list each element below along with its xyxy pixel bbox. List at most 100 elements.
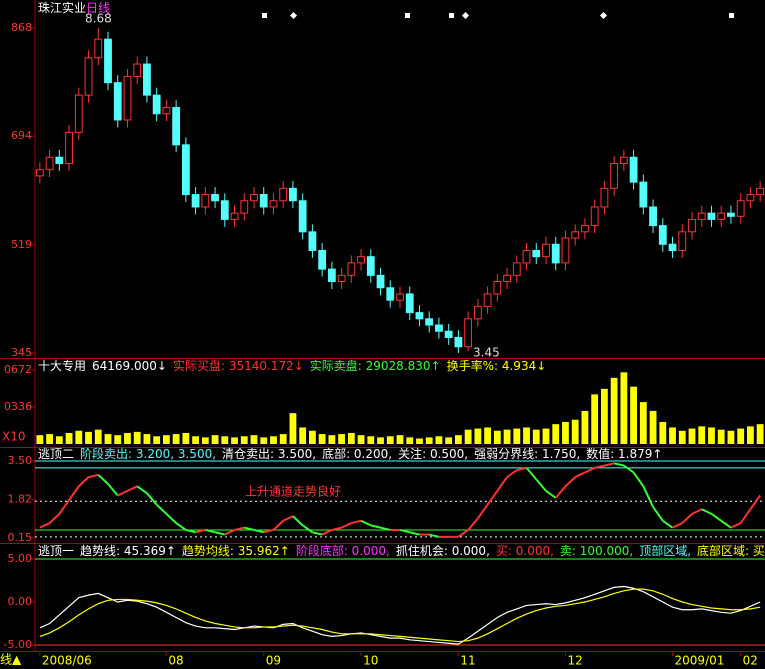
candle-body	[522, 249, 531, 264]
candle-body	[211, 194, 219, 202]
volume-bar	[46, 434, 54, 444]
candle-body	[327, 268, 336, 283]
candle-body	[133, 63, 142, 77]
indicator-segment	[564, 476, 576, 488]
legend-entry: 阶段卖出: 3.200, 3.500,	[80, 446, 216, 461]
volume-bar	[737, 428, 745, 444]
volume-bar	[600, 388, 608, 444]
volume-unit: X10	[2, 430, 26, 444]
candle-body	[191, 194, 200, 208]
volume-bar	[153, 436, 161, 444]
indicator-segment	[360, 519, 372, 527]
volume-bar	[678, 430, 686, 444]
indicator-segment	[312, 531, 323, 536]
y-tick-label: 3.50	[8, 454, 33, 467]
y-tick-label: 5.00	[8, 552, 33, 565]
indicator-segment	[195, 528, 206, 534]
candle-body	[736, 200, 745, 217]
y-tick-label: 0.00	[8, 595, 33, 608]
volume-bar	[270, 436, 277, 444]
indicator-segment	[545, 490, 557, 499]
volume-bar	[65, 432, 73, 444]
volume-bar	[192, 436, 200, 444]
indicator-segment	[662, 519, 674, 529]
candle-body	[84, 57, 93, 96]
indicator-segment	[749, 494, 761, 510]
low-annotation: 3.45	[473, 346, 500, 360]
volume-bar	[610, 377, 618, 444]
indicator-segment	[691, 508, 703, 515]
volume-bar	[36, 435, 44, 444]
candle-body	[454, 336, 463, 348]
y-tick-label: 519	[11, 238, 32, 251]
volume-bar	[94, 429, 102, 444]
volume-bar	[669, 427, 676, 444]
volume-bar	[630, 386, 638, 444]
x-tick-label: 2008/06	[42, 654, 92, 668]
candle-body	[376, 274, 385, 289]
legend-entry: 强弱分界线: 1.750,	[474, 447, 580, 461]
volume-bar	[347, 432, 355, 444]
legend-entry: 实际买盘: 35140.172↓	[173, 358, 304, 373]
legend-entry: 阶段底部: 0.000,	[296, 543, 390, 558]
candle-body	[493, 281, 502, 295]
indicator-segment	[370, 524, 381, 529]
indicator-segment	[175, 522, 187, 531]
candle-body	[55, 156, 64, 164]
indicator-segment	[535, 478, 547, 492]
volume-bar	[445, 437, 453, 444]
indicator-segment	[613, 462, 625, 467]
indicator-segment	[399, 528, 410, 534]
indicator-segment	[623, 464, 635, 474]
indicator-segment	[107, 483, 119, 497]
indicator-segment	[739, 508, 752, 524]
indicator-segment	[253, 528, 264, 534]
indicator-segment	[584, 466, 596, 474]
indicator-segment	[146, 492, 158, 506]
candle-body	[619, 156, 628, 164]
volume-bar	[299, 427, 307, 444]
candle-body	[298, 200, 307, 233]
volume-bar	[562, 421, 569, 444]
legend-entry: 64169.000↓	[92, 359, 167, 373]
candle-body	[756, 187, 765, 196]
indicator-segment	[730, 522, 742, 529]
volume-bar	[289, 413, 297, 444]
indicator-segment	[486, 490, 499, 506]
volume-bar	[474, 428, 482, 444]
legend-entry: 卖: 100.000,	[560, 544, 633, 558]
candle-body	[581, 225, 589, 233]
volume-bar	[85, 431, 92, 444]
candle-body	[347, 262, 356, 276]
volume-bar	[357, 435, 365, 444]
candle-body	[386, 287, 395, 301]
volume-bar	[756, 424, 764, 444]
candle-body	[561, 237, 570, 264]
x-tick-label: 08	[168, 654, 183, 668]
indicator-segment	[516, 466, 527, 472]
indicator-segment	[467, 517, 479, 531]
volume-bar	[396, 435, 404, 444]
candle-body	[74, 94, 83, 133]
volume-bar	[182, 432, 190, 444]
volume-bar	[279, 434, 287, 444]
candle-body	[366, 256, 375, 276]
panel-header: 珠江实业日线	[38, 0, 110, 15]
volume-bar	[639, 402, 647, 444]
volume-bar	[231, 437, 238, 444]
volume-bar	[464, 429, 472, 444]
indicator-segment	[341, 522, 352, 529]
volume-bar	[591, 394, 599, 444]
indicator-segment	[68, 485, 80, 501]
indicator-segment	[574, 471, 586, 478]
y-tick-label: 0336	[4, 400, 32, 413]
indicator-segment	[39, 522, 51, 529]
x-tick-label: 11	[460, 654, 475, 668]
candle-body	[220, 200, 229, 220]
legend-entry: 趋势线: 45.369↑	[80, 544, 176, 558]
legend-entry: 买: 0.000,	[496, 544, 554, 558]
legend-entry: 实际卖盘: 29028.830↑	[310, 358, 441, 373]
signal-markers	[262, 11, 734, 20]
volume-bar	[503, 429, 511, 444]
indicator-segment	[155, 503, 168, 515]
